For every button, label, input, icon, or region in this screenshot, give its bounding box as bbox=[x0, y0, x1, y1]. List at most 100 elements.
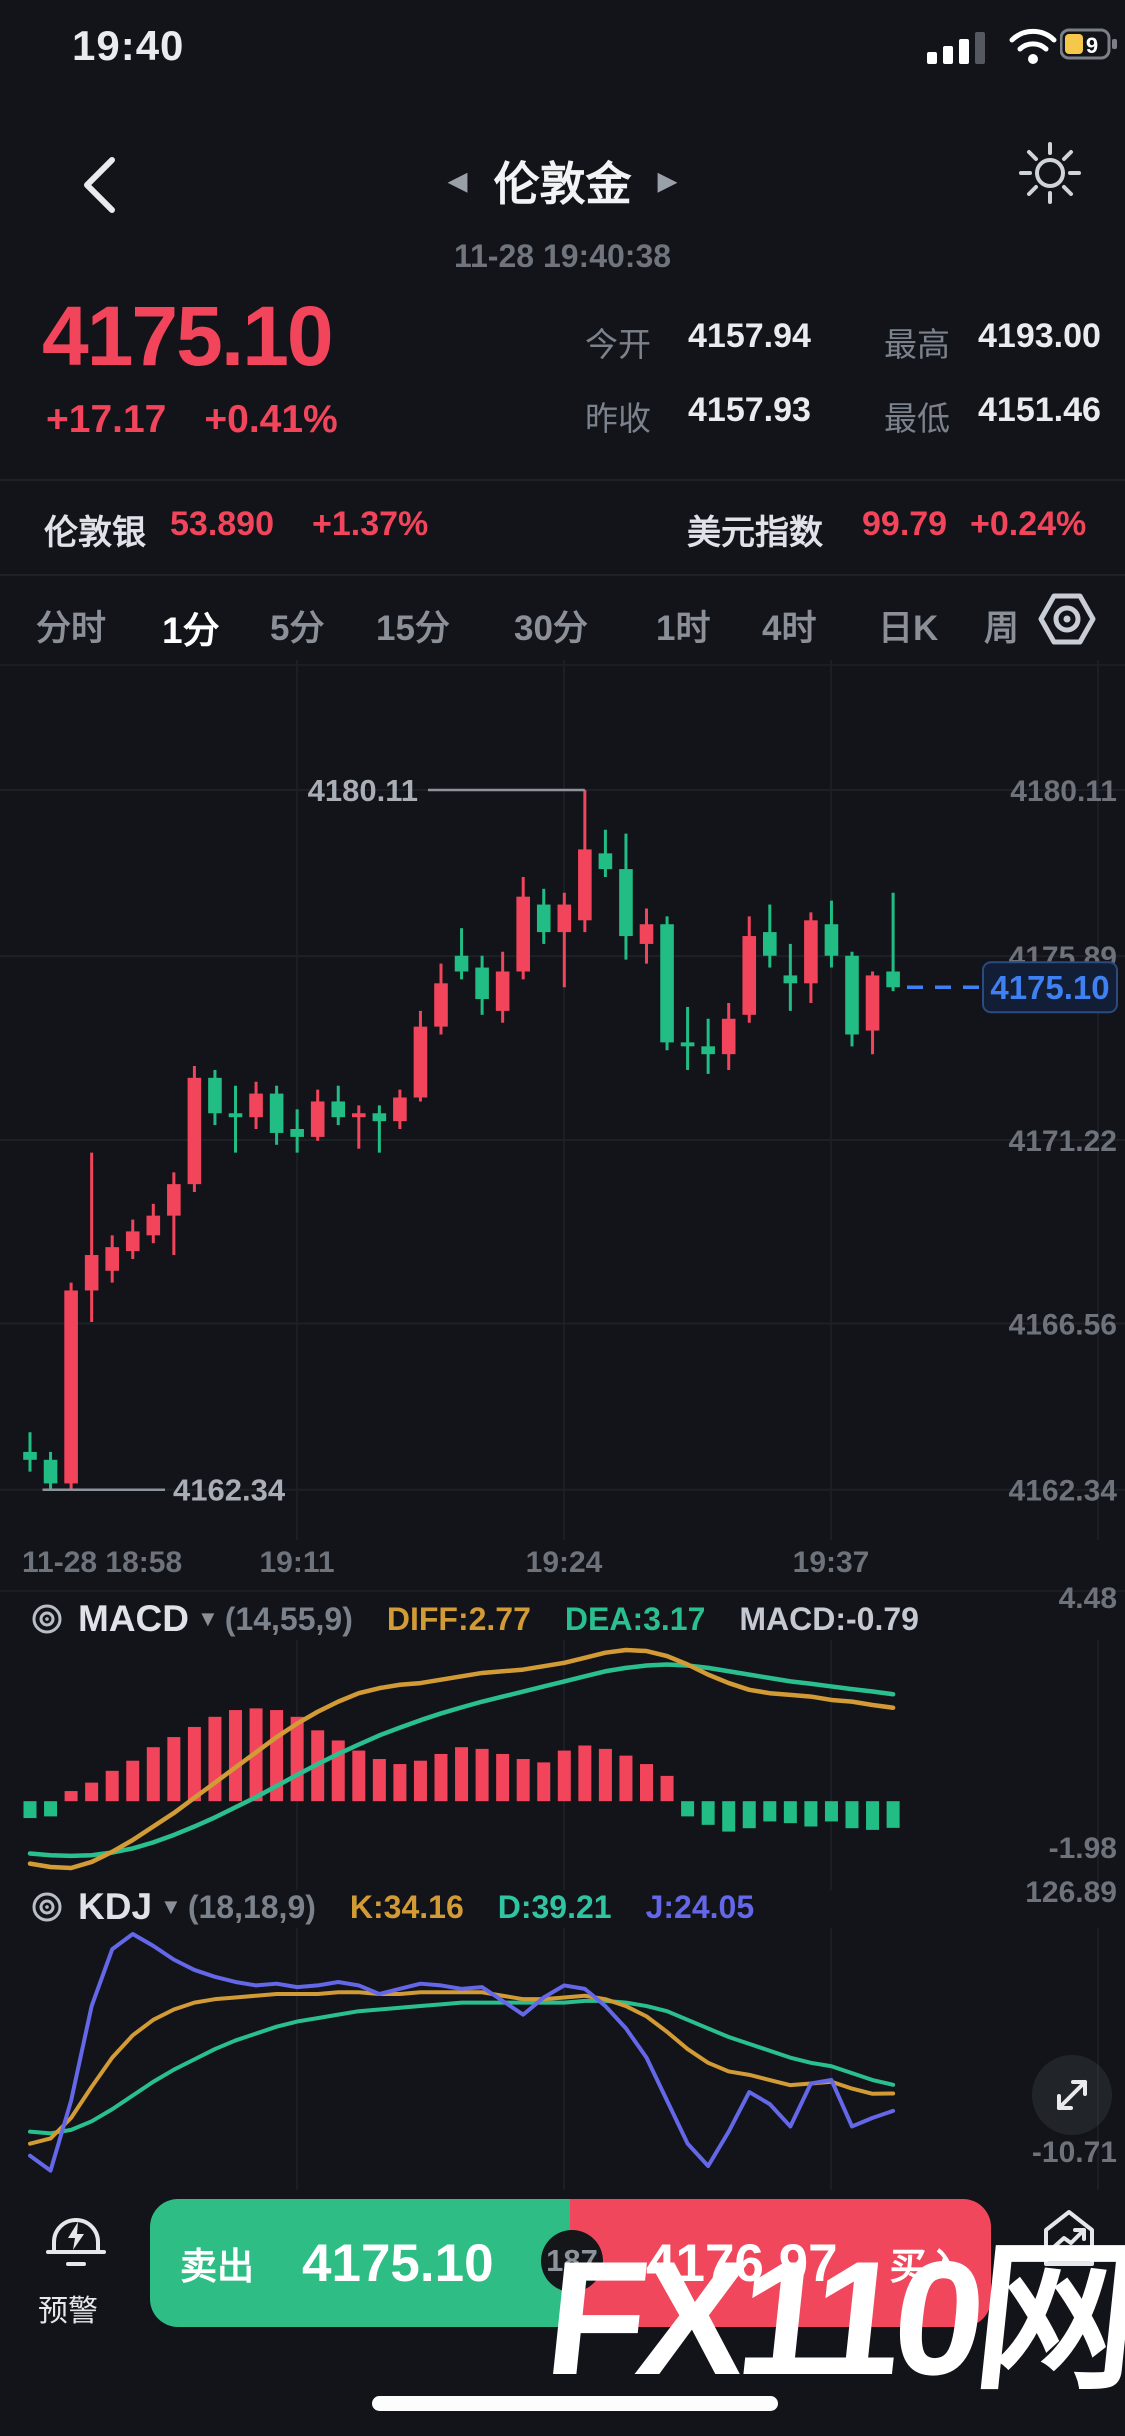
candle-body bbox=[742, 936, 757, 1015]
kdj-name[interactable]: KDJ bbox=[78, 1886, 153, 1927]
macd-bar bbox=[413, 1760, 427, 1802]
macd-dropdown-caret[interactable]: ▼ bbox=[196, 1606, 219, 1631]
candle-body bbox=[886, 971, 900, 988]
alert-label[interactable]: 预警 bbox=[38, 2295, 98, 2328]
macd-bar bbox=[434, 1753, 448, 1802]
candle-body bbox=[269, 1093, 284, 1133]
macd-max-label: 4.48 bbox=[1058, 1582, 1117, 1615]
candle-body bbox=[290, 1129, 304, 1137]
kdj-j-line bbox=[28, 1932, 896, 2173]
candle-body bbox=[352, 1113, 366, 1118]
next-symbol-arrow[interactable]: ▶ bbox=[657, 165, 678, 196]
macd-bar bbox=[866, 1801, 880, 1830]
tab-timeline[interactable]: 分时 bbox=[36, 609, 107, 648]
macd-bar bbox=[496, 1753, 510, 1802]
tab-1min[interactable]: 1分 bbox=[162, 610, 220, 651]
alert-bell-icon[interactable] bbox=[44, 2208, 108, 2278]
candle-body bbox=[331, 1101, 346, 1118]
macd-bar bbox=[619, 1755, 633, 1802]
candle-body bbox=[721, 1018, 736, 1055]
candle-body bbox=[125, 1231, 140, 1252]
macd-bar bbox=[475, 1748, 489, 1802]
macd-bar bbox=[393, 1764, 407, 1802]
candle-body bbox=[208, 1077, 222, 1114]
stat-open-value: 4157.94 bbox=[688, 317, 811, 355]
home-indicator[interactable] bbox=[372, 2396, 778, 2411]
kdj-dropdown-caret[interactable]: ▼ bbox=[160, 1894, 182, 1919]
macd-bar bbox=[229, 1710, 242, 1802]
price-change-row: +17.17 +0.41% bbox=[46, 398, 376, 442]
macd-bar bbox=[44, 1801, 58, 1817]
tab-5min[interactable]: 5分 bbox=[270, 609, 325, 648]
tab-15min[interactable]: 15分 bbox=[376, 609, 450, 648]
kdj-k-line bbox=[28, 1990, 896, 2146]
macd-bar bbox=[578, 1745, 592, 1802]
current-price-tag bbox=[982, 961, 1118, 1014]
kdj-chart[interactable] bbox=[0, 1928, 1125, 2190]
candle-body bbox=[701, 1046, 715, 1055]
status-time: 19:40 bbox=[72, 22, 185, 69]
candle-body bbox=[475, 967, 489, 1000]
macd-bar bbox=[146, 1747, 160, 1802]
macd-bar bbox=[537, 1762, 551, 1802]
current-price-tag-text: 4175.10 bbox=[990, 969, 1109, 1006]
brightness-icon[interactable] bbox=[1015, 138, 1085, 208]
chart-home-icon[interactable] bbox=[1038, 2206, 1100, 2272]
buy-button[interactable]: 4176.97 买入 bbox=[570, 2199, 991, 2327]
candle-body bbox=[865, 975, 880, 1031]
expand-arrows-icon bbox=[1057, 2080, 1087, 2110]
x-axis-label-start: 11-28 18:58 bbox=[22, 1546, 183, 1579]
macd-chart[interactable] bbox=[0, 1640, 1125, 1890]
fullscreen-expand-button[interactable] bbox=[1032, 2055, 1112, 2135]
signal-icon bbox=[927, 32, 985, 64]
tab-30min[interactable]: 30分 bbox=[514, 609, 588, 648]
macd-min-label: -1.98 bbox=[1048, 1832, 1117, 1865]
candle-body bbox=[763, 932, 777, 956]
tab-4hour[interactable]: 4时 bbox=[762, 609, 817, 648]
related-usdx-change: +0.24% bbox=[970, 505, 1087, 543]
candle-body bbox=[845, 955, 859, 1035]
stat-low-value: 4151.46 bbox=[978, 391, 1101, 429]
macd-bar bbox=[126, 1760, 140, 1802]
macd-bar bbox=[187, 1726, 201, 1802]
stat-high-value: 4193.00 bbox=[978, 317, 1101, 355]
candle-body bbox=[64, 1290, 78, 1484]
macd-bar bbox=[804, 1801, 818, 1827]
tab-daily[interactable]: 日K bbox=[878, 609, 939, 648]
candle-body bbox=[680, 1042, 695, 1047]
macd-bar bbox=[64, 1791, 78, 1802]
kdj-j-value: J:24.05 bbox=[645, 1888, 755, 1925]
candle-body bbox=[249, 1093, 263, 1118]
x-axis-label-1937: 19:37 bbox=[792, 1546, 870, 1579]
tab-weekly[interactable]: 周 bbox=[984, 609, 1020, 648]
macd-name[interactable]: MACD bbox=[78, 1598, 189, 1639]
candlestick-chart[interactable]: 4180.114162.344180.114175.894171.224166.… bbox=[0, 660, 1125, 1540]
spread-badge: 187 bbox=[541, 2230, 603, 2292]
macd-bar bbox=[455, 1747, 469, 1802]
candle-body bbox=[393, 1097, 407, 1122]
prev-symbol-arrow[interactable]: ◀ bbox=[447, 165, 468, 196]
tab-1hour[interactable]: 1时 bbox=[656, 609, 711, 648]
macd-bar bbox=[742, 1801, 756, 1829]
candle-body bbox=[495, 971, 510, 1011]
macd-dea-line bbox=[27, 1662, 896, 1859]
candle-body bbox=[639, 924, 654, 944]
related-silver-name[interactable]: 伦敦银 bbox=[44, 514, 146, 552]
kdj-max-label: 126.89 bbox=[1025, 1876, 1117, 1909]
kdj-d-line bbox=[28, 1998, 896, 2136]
back-button[interactable] bbox=[72, 150, 132, 220]
price-change-pct: +0.41% bbox=[204, 398, 338, 441]
sell-button[interactable]: 卖出 4175.10 bbox=[150, 2199, 570, 2327]
stat-open-label: 今开 bbox=[585, 326, 651, 363]
macd-diff-value: DIFF:2.77 bbox=[386, 1600, 531, 1637]
candle-body bbox=[804, 920, 818, 984]
candle-body bbox=[434, 983, 448, 1027]
last-price: 4175.10 bbox=[42, 289, 334, 383]
indicator-eye-icon bbox=[32, 1604, 62, 1634]
y-axis-label: 4171.22 bbox=[1009, 1125, 1117, 1158]
fx110-watermark: FX110网 bbox=[538, 2228, 1125, 2409]
related-usdx-name[interactable]: 美元指数 bbox=[687, 514, 823, 552]
candle-body bbox=[43, 1459, 58, 1484]
kline-settings-icon[interactable] bbox=[1034, 586, 1100, 652]
candle-body bbox=[516, 896, 530, 972]
